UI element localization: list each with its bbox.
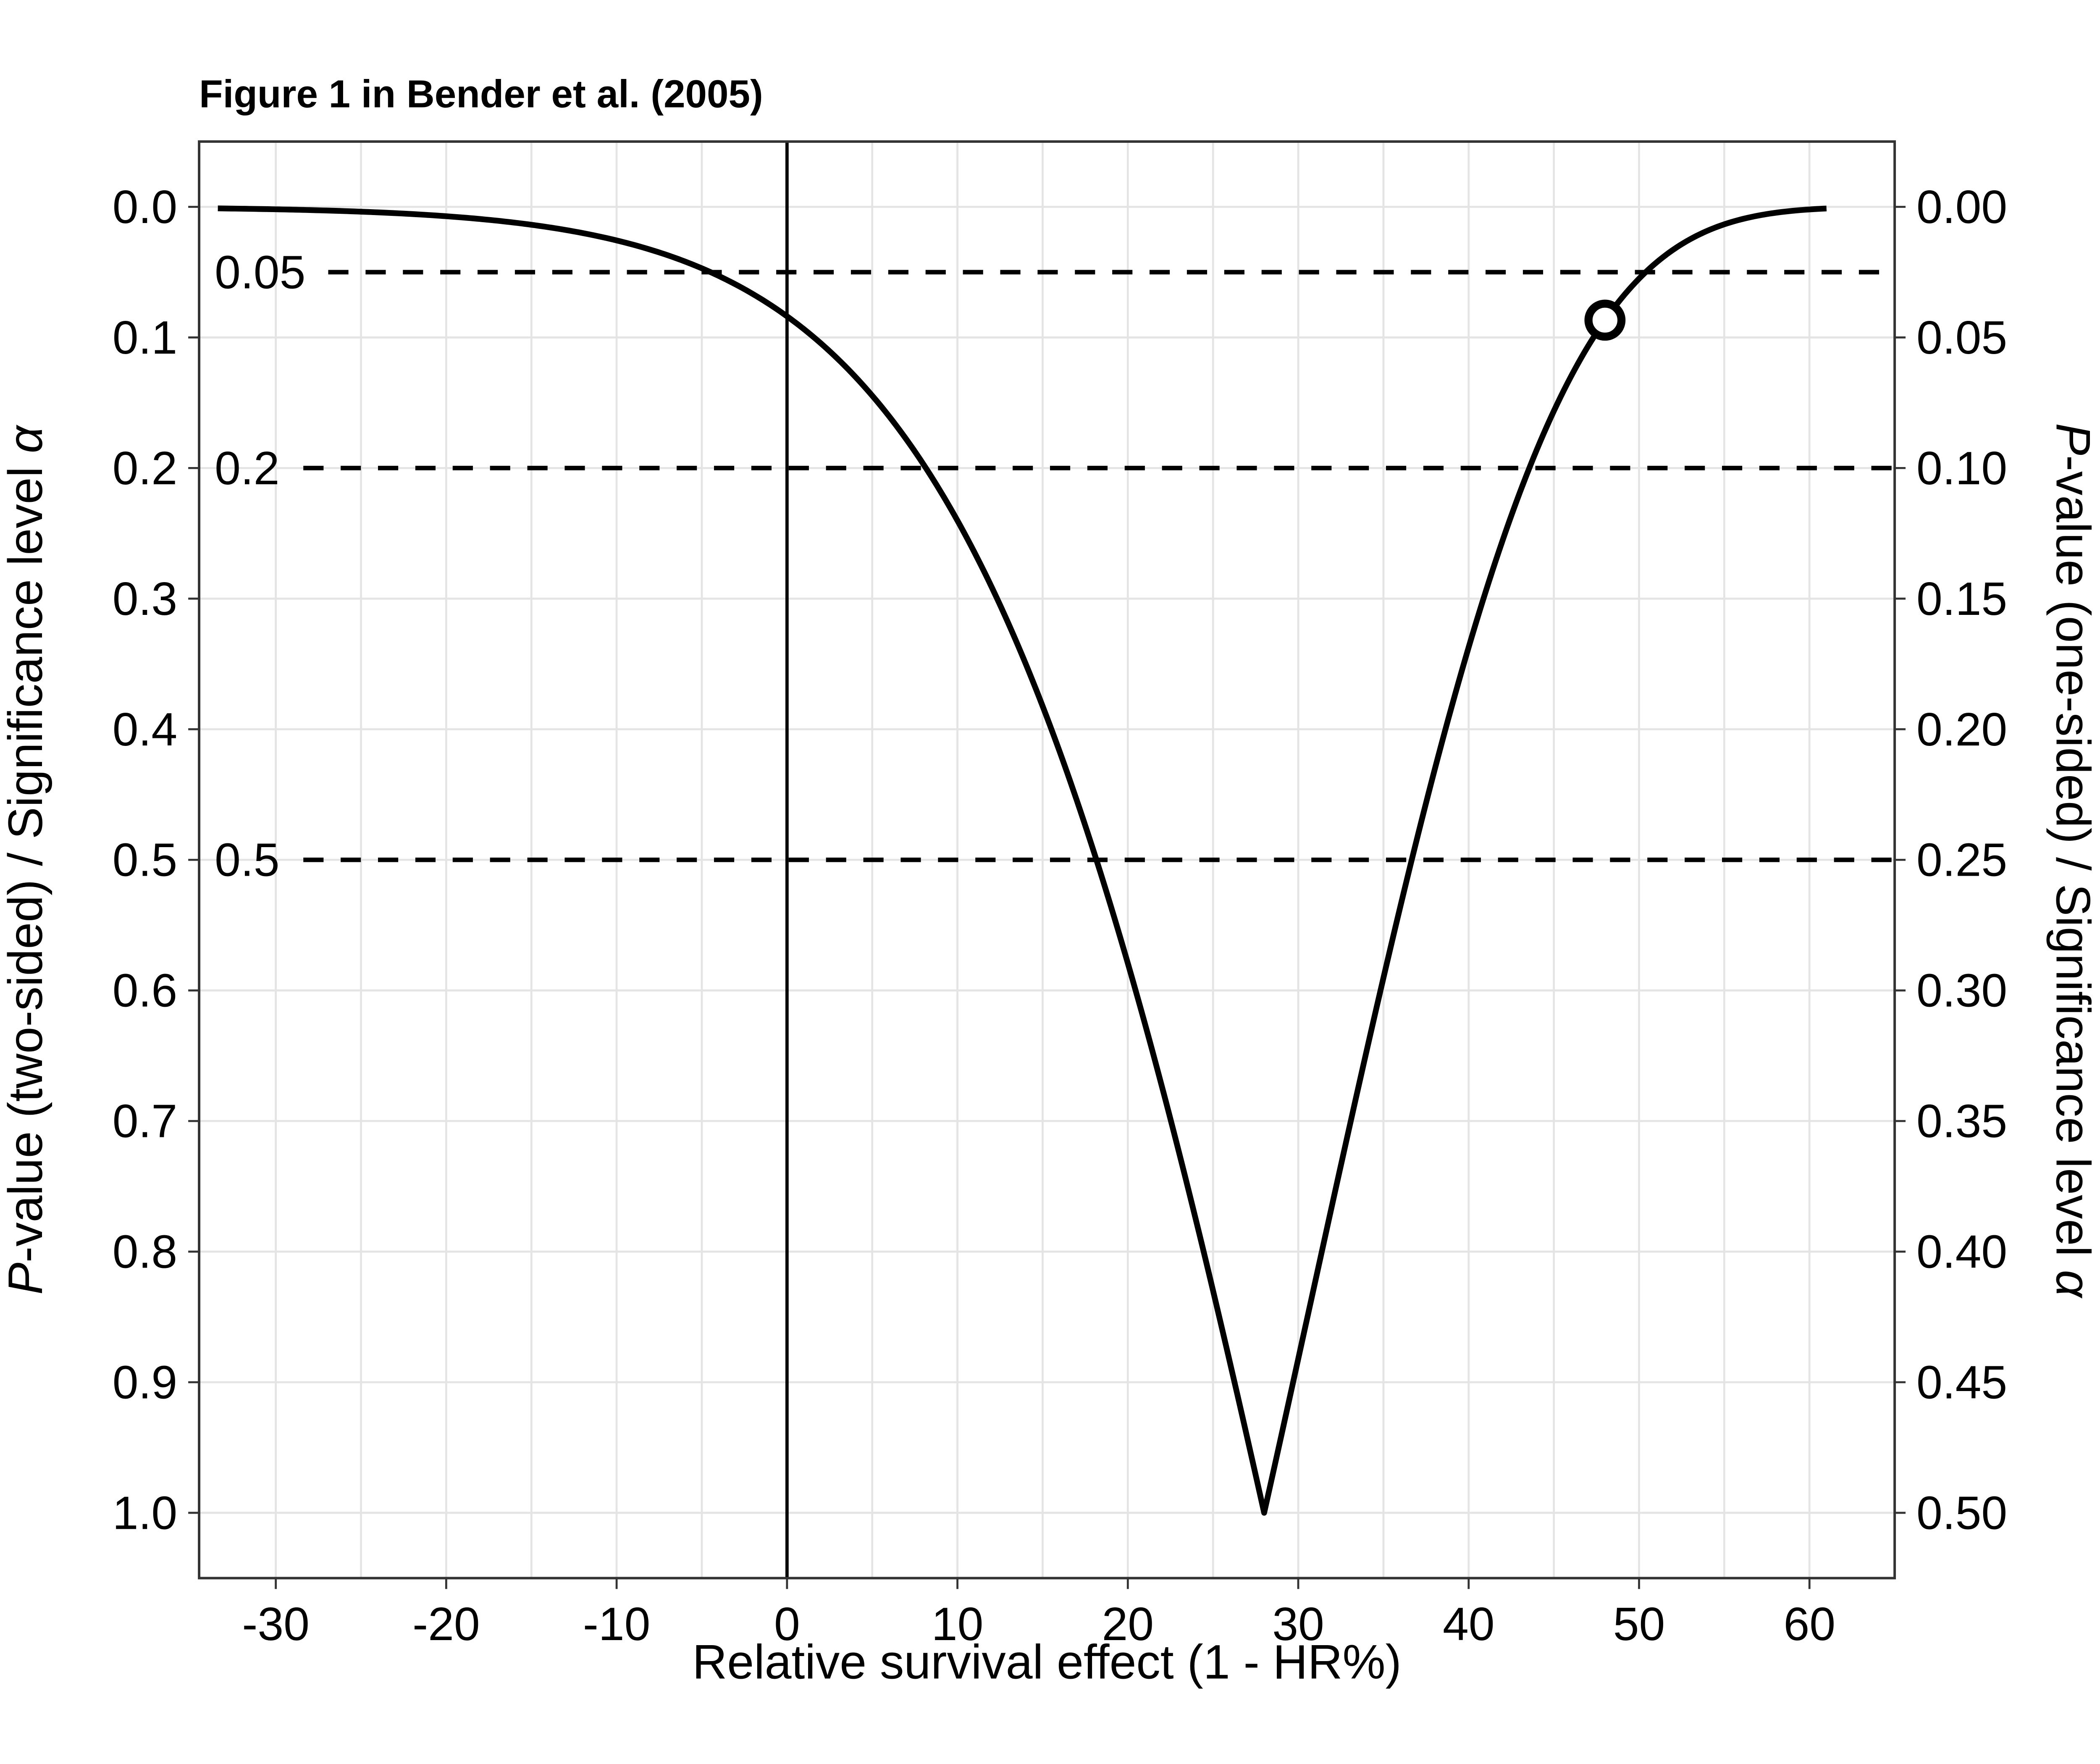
x-tick-label: -10 xyxy=(583,1598,651,1650)
y-tick-label-left: 0.4 xyxy=(113,703,177,756)
y-tick-label-right: 0.50 xyxy=(1916,1486,2007,1539)
y-tick-label-left: 1.0 xyxy=(113,1486,177,1539)
y-tick-label-left: 0.5 xyxy=(113,834,177,886)
highlight-point-marker xyxy=(1584,299,1626,341)
y-tick-label-right: 0.45 xyxy=(1916,1356,2007,1408)
x-tick-label: 20 xyxy=(1102,1598,1154,1650)
reference-lines: 0.05 0.2 0.5 xyxy=(215,142,1895,1578)
y-tick-label-right: 0.40 xyxy=(1916,1226,2007,1278)
reference-line-label: 0.2 xyxy=(215,442,279,494)
y-tick-label-left: 0.2 xyxy=(113,442,177,494)
y-tick-label-right: 0.25 xyxy=(1916,834,2007,886)
axis-ticks xyxy=(188,206,1906,1589)
y-tick-label-right: 0.00 xyxy=(1916,181,2007,233)
y-tick-label-left: 0.9 xyxy=(113,1356,177,1408)
pvalue-curve xyxy=(218,205,1827,1516)
x-tick-label: 40 xyxy=(1443,1598,1495,1650)
y-tick-label-right: 0.30 xyxy=(1916,964,2007,1017)
x-tick-label: -30 xyxy=(242,1598,310,1650)
y-tick-label-left: 0.1 xyxy=(113,311,177,364)
y-tick-label-right: 0.20 xyxy=(1916,703,2007,756)
x-axis-title: Relative survival effect (1 - HR%) xyxy=(692,1635,1401,1689)
x-tick-label: 50 xyxy=(1613,1598,1665,1650)
y-tick-label-left: 0.0 xyxy=(113,181,177,233)
chart-title: Figure 1 in Bender et al. (2005) xyxy=(199,72,763,116)
x-tick-label: 30 xyxy=(1272,1598,1324,1650)
x-tick-label: -20 xyxy=(412,1598,480,1650)
y-tick-label-right: 0.35 xyxy=(1916,1095,2007,1147)
curve-layer xyxy=(218,205,1827,1516)
axis-tick-labels: -30 -20 -10 0 10 20 30 40 50 600.0 0.000.1 0.050.2 0… xyxy=(113,181,2007,1650)
reference-line-label: 0.5 xyxy=(215,834,279,886)
reference-line-label: 0.05 xyxy=(215,246,305,298)
y-tick-label-right: 0.05 xyxy=(1916,311,2007,364)
y-tick-label-left: 0.8 xyxy=(113,1226,177,1278)
x-tick-label: 10 xyxy=(932,1598,984,1650)
y-tick-label-right: 0.10 xyxy=(1916,442,2007,494)
y-tick-label-right: 0.15 xyxy=(1916,572,2007,625)
x-tick-label: 0 xyxy=(774,1598,800,1650)
y-tick-label-left: 0.7 xyxy=(113,1095,177,1147)
y-axis-title-right: P-value (one-sided) / Significance level… xyxy=(2046,423,2100,1299)
y-tick-label-left: 0.3 xyxy=(113,572,177,625)
y-axis-title-left: P-value (two-sided) / Significance level… xyxy=(0,424,52,1294)
y-tick-label-left: 0.6 xyxy=(113,964,177,1017)
x-tick-label: 60 xyxy=(1783,1598,1835,1650)
